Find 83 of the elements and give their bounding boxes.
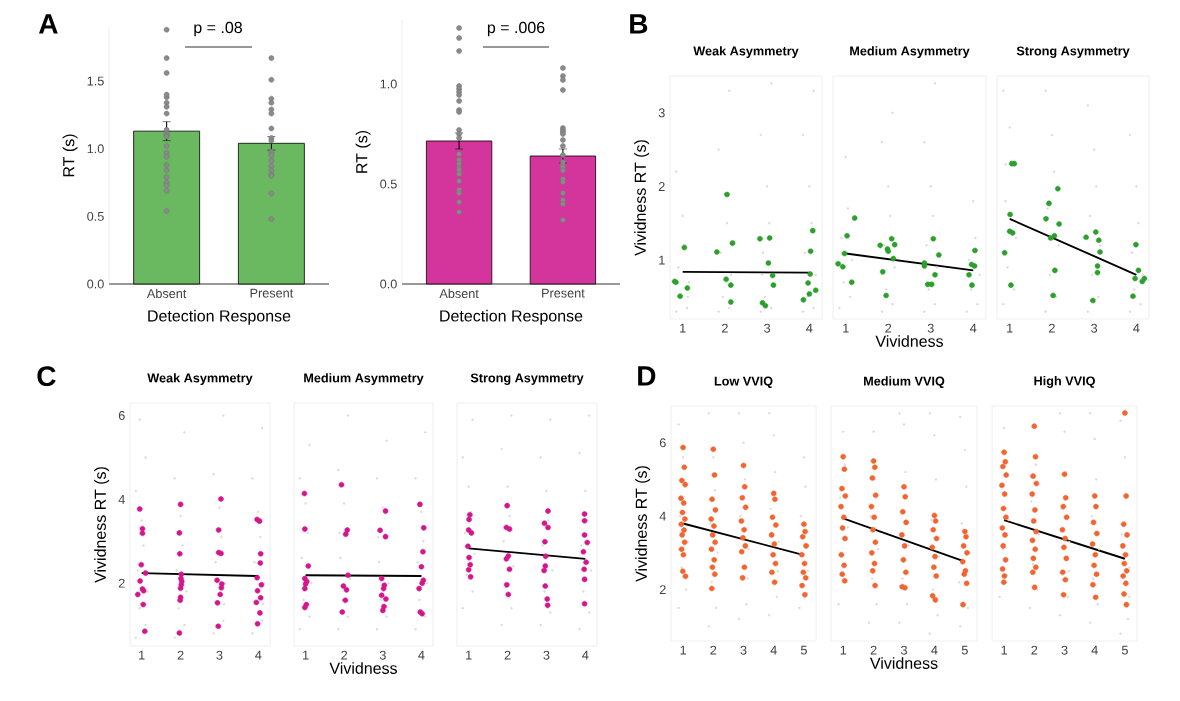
x-tick-label: 5 (1121, 645, 1128, 655)
chart-title: Strong Asymmetry (470, 373, 584, 385)
chart-title: Weak Asymmetry (147, 373, 253, 385)
y-tick-label: 2 (659, 585, 666, 595)
y-tick-label: 3 (658, 108, 665, 118)
chart-title: Strong Asymmetry (1016, 46, 1130, 58)
y-tick-label: 1.5 (87, 76, 104, 86)
x-tick-label: 4 (806, 323, 813, 333)
x-tick-label: 3 (927, 323, 934, 333)
text: C (37, 366, 56, 387)
x-tick-label: 1 (139, 650, 145, 660)
x-tick-label: 3 (1061, 645, 1068, 655)
y-tick-label: 0.5 (87, 211, 104, 221)
x-tick-label: Absent (439, 288, 479, 299)
chart-title: Medium VVIQ (864, 376, 945, 388)
x-tick-label: 1 (680, 323, 686, 333)
x-tick-label: 3 (216, 650, 223, 660)
y-axis-title: Vividness RT (s) (94, 467, 110, 583)
x-tick-label: Absent (146, 288, 187, 299)
x-tick-label: 4 (255, 650, 262, 660)
x-tick-label: 4 (970, 323, 977, 333)
x-tick-label: 1 (466, 650, 472, 660)
x-tick-label: 2 (341, 650, 348, 660)
x-tick-label: 2 (870, 645, 877, 655)
x-tick-label: Present (250, 288, 294, 298)
y-tick-label: 6 (659, 438, 666, 448)
x-tick-label: 4 (582, 650, 589, 660)
y-tick-label: 6 (118, 411, 125, 421)
chart-title: Low VVIQ (714, 376, 773, 388)
x-tick-label: 4 (931, 645, 938, 655)
x-tick-label: 4 (770, 645, 777, 655)
x-tick-label: 2 (885, 323, 892, 333)
y-tick-label: 4 (659, 511, 666, 521)
text: B (630, 14, 648, 34)
x-axis-title: Vividness (875, 335, 944, 347)
y-axis-title: Vividness RT (s) (634, 140, 650, 256)
x-tick-label: 3 (764, 323, 771, 333)
x-tick-label: 3 (1091, 323, 1098, 333)
annotation: p = .08 (194, 21, 242, 37)
x-tick-label: 1 (843, 323, 849, 333)
y-tick-label: 2 (658, 182, 665, 191)
x-tick-label: 2 (504, 650, 511, 660)
x-axis-title: Detection Response (148, 309, 291, 325)
x-tick-label: 4 (418, 650, 425, 660)
chart-title: Weak Asymmetry (693, 46, 799, 58)
x-tick-label: Present (542, 288, 585, 298)
x-tick-label: 3 (543, 650, 550, 660)
text: D (638, 366, 656, 386)
y-axis-title: Vividness RT (s) (635, 466, 651, 582)
x-tick-label: 5 (800, 645, 807, 655)
x-tick-label: 5 (961, 645, 968, 655)
y-tick-label: 1.0 (380, 79, 397, 89)
x-tick-label: 1 (840, 645, 847, 655)
x-tick-label: 2 (177, 650, 184, 660)
x-tick-label: 1 (680, 645, 686, 655)
annotation: p = .006 (487, 21, 545, 37)
chart-title: Medium Asymmetry (850, 46, 970, 58)
y-axis-title: RT (s) (355, 130, 371, 173)
x-axis-title: Vividness (869, 657, 938, 669)
chart-title: High VVIQ (1034, 376, 1095, 388)
y-axis-title: RT (s) (62, 134, 78, 177)
text: A (38, 14, 58, 34)
x-tick-label: 2 (722, 323, 728, 333)
y-tick-label: 0.5 (380, 179, 397, 189)
y-tick-label: 1 (659, 255, 665, 265)
y-tick-label: 0.0 (87, 279, 104, 289)
x-tick-label: 3 (900, 645, 907, 655)
x-tick-label: 1 (303, 650, 309, 660)
x-tick-label: 1 (1007, 323, 1013, 333)
y-tick-label: 4 (118, 495, 125, 504)
x-tick-label: 2 (710, 645, 717, 655)
x-tick-label: 4 (1091, 645, 1098, 655)
chart-title: Medium Asymmetry (304, 373, 424, 385)
y-tick-label: 0.0 (380, 279, 397, 289)
x-axis-title: Detection Response (440, 309, 583, 325)
y-tick-label: 1.0 (87, 144, 104, 154)
x-tick-label: 4 (1133, 323, 1140, 333)
x-tick-label: 2 (1031, 645, 1038, 655)
x-axis-title: Vividness (329, 662, 398, 674)
x-tick-label: 3 (740, 645, 747, 655)
y-tick-label: 2 (118, 578, 125, 588)
x-tick-label: 1 (1001, 645, 1007, 655)
x-tick-label: 2 (1049, 323, 1055, 333)
